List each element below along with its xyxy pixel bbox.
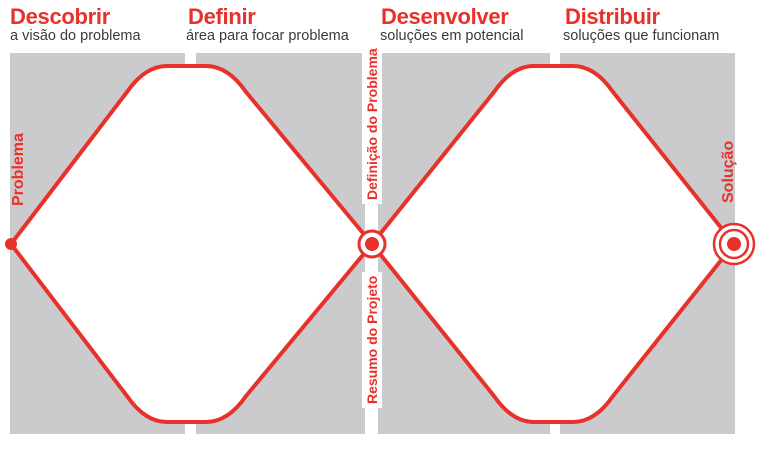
label-definicao-do-problema: Definição do Problema — [362, 44, 382, 204]
phase-subtitle-desenvolver: soluções em potencial — [380, 28, 524, 44]
label-resumo-do-projeto: Resumo do Projeto — [362, 271, 382, 408]
phase-title-desenvolver: Desenvolver — [381, 4, 509, 29]
phase-title-descobrir: Descobrir — [10, 4, 111, 29]
diamond-right — [370, 64, 736, 424]
phase-title-distribuir: Distribuir — [565, 4, 660, 29]
label-solucao: Solução — [720, 140, 737, 203]
phase-subtitle-distribuir: soluções que funcionam — [563, 28, 720, 44]
solution-target-icon — [712, 222, 756, 266]
phase-title-definir: Definir — [188, 4, 256, 29]
phase-subtitle-definir: área para focar problema — [186, 28, 349, 44]
midpoint-target-icon — [357, 229, 387, 259]
diamond-left — [9, 64, 374, 424]
label-problema: Problema — [10, 133, 27, 206]
phase-subtitle-descobrir: a visão do problema — [10, 28, 141, 44]
start-dot — [5, 238, 17, 250]
